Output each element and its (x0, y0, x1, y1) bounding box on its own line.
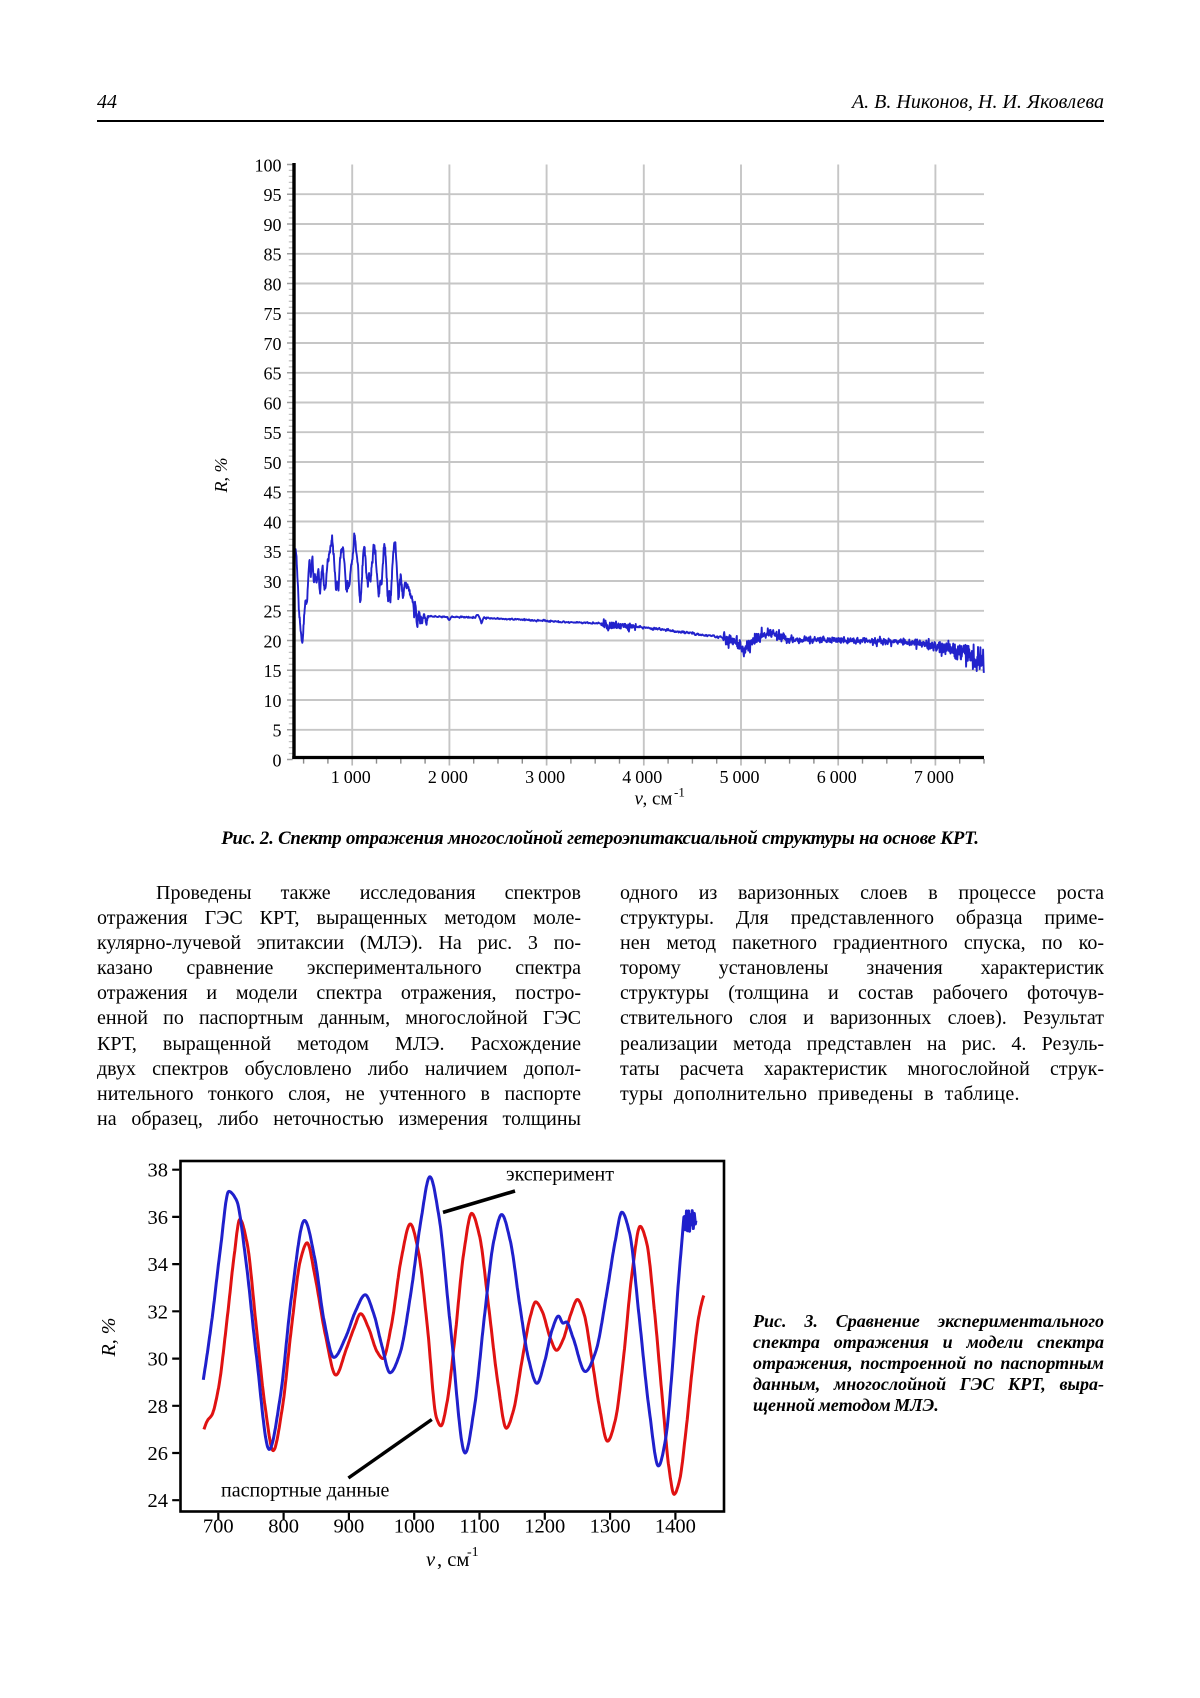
svg-text:5: 5 (273, 721, 282, 741)
svg-text:паспортные данные: паспортные данные (221, 1480, 390, 1502)
svg-text:15: 15 (264, 661, 282, 681)
svg-text:40: 40 (264, 512, 282, 532)
svg-text:38: 38 (148, 1160, 169, 1182)
svg-text:30: 30 (148, 1349, 169, 1371)
svg-text:ν: ν (426, 1549, 436, 1571)
svg-text:85: 85 (264, 245, 282, 265)
svg-text:-1: -1 (467, 1545, 479, 1560)
svg-text:1300: 1300 (590, 1516, 631, 1538)
svg-text:100: 100 (255, 155, 282, 175)
svg-text:50: 50 (264, 453, 282, 473)
svg-text:ν: ν (635, 789, 644, 810)
svg-text:R, %: R, % (98, 1318, 120, 1358)
svg-text:70: 70 (264, 334, 282, 354)
svg-text:900: 900 (334, 1516, 365, 1538)
svg-text:1400: 1400 (655, 1516, 696, 1538)
svg-text:1100: 1100 (459, 1516, 499, 1538)
svg-text:0: 0 (273, 750, 282, 770)
svg-text:34: 34 (148, 1254, 169, 1276)
svg-text:20: 20 (264, 631, 282, 651)
svg-text:30: 30 (264, 572, 282, 592)
svg-text:65: 65 (264, 364, 282, 384)
svg-text:эксперимент: эксперимент (506, 1164, 614, 1186)
svg-text:28: 28 (148, 1396, 169, 1418)
svg-text:80: 80 (264, 274, 282, 294)
svg-text:10: 10 (264, 691, 282, 711)
svg-text:1200: 1200 (524, 1516, 565, 1538)
svg-text:32: 32 (148, 1301, 169, 1323)
svg-text:35: 35 (264, 542, 282, 562)
svg-text:26: 26 (148, 1443, 169, 1465)
svg-text:, см: , см (437, 1549, 469, 1571)
svg-text:36: 36 (148, 1207, 169, 1229)
svg-text:1000: 1000 (394, 1516, 435, 1538)
svg-text:90: 90 (264, 215, 282, 235)
svg-text:R, %: R, % (211, 458, 231, 494)
svg-text:60: 60 (264, 393, 282, 413)
svg-text:25: 25 (264, 602, 282, 622)
svg-text:700: 700 (203, 1516, 234, 1538)
svg-text:800: 800 (268, 1516, 299, 1538)
svg-text:24: 24 (148, 1490, 169, 1512)
svg-text:95: 95 (264, 185, 282, 205)
svg-text:45: 45 (264, 483, 282, 503)
svg-text:-1: -1 (674, 785, 685, 800)
svg-text:, см: , см (643, 789, 673, 810)
svg-text:55: 55 (264, 423, 282, 443)
svg-text:75: 75 (264, 304, 282, 324)
svg-text:1000: 1000 (331, 767, 371, 787)
